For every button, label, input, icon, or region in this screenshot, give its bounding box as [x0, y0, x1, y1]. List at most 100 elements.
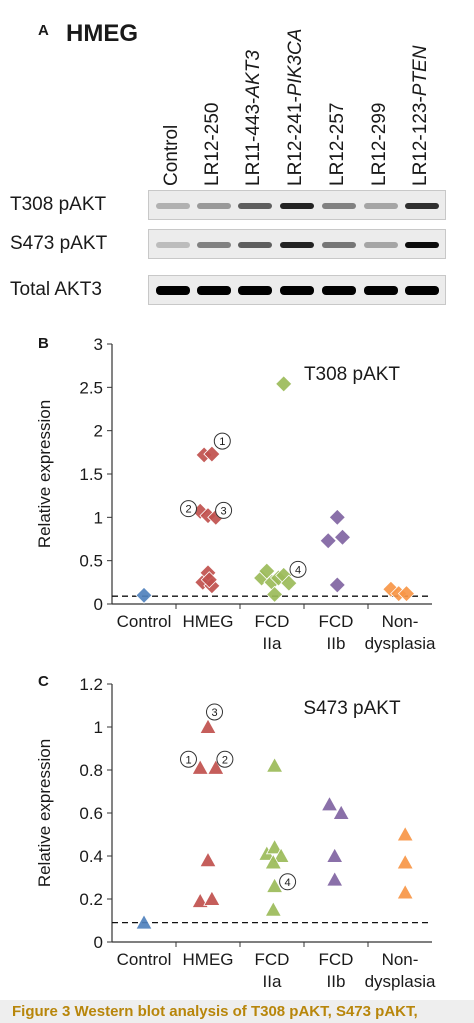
- data-point: [275, 375, 293, 393]
- lane-label: LR12-241-PIK3CA: [285, 29, 307, 186]
- y-tick-label: 1: [94, 508, 103, 527]
- x-category-label: HMEG: [183, 612, 234, 631]
- y-tick-label: 0.2: [79, 890, 103, 909]
- lane-label-text: LR12-257: [327, 102, 348, 186]
- annotation-circle: [206, 703, 223, 721]
- lane-label: LR12-257: [327, 103, 349, 186]
- lane-label-gene: AKT3: [243, 50, 264, 98]
- blot-band: [364, 203, 398, 209]
- x-category-label-line2: dysplasia: [365, 972, 436, 991]
- blot-band: [405, 242, 439, 248]
- panel-c-chart: C 0 0.2 0.4 0.6 0.8 1 1.2 Control HMEG FCD IIa FCD II…: [35, 673, 436, 991]
- blot-band: [280, 203, 314, 209]
- annotation-label: 1: [219, 436, 225, 448]
- data-point: [326, 870, 344, 887]
- lane-label: LR12-250: [202, 103, 224, 186]
- blot-band: [364, 242, 398, 248]
- panel-letter: B: [38, 335, 49, 352]
- blot-band: [197, 242, 231, 248]
- y-axis-label: Relative expression: [35, 739, 54, 887]
- annotation-circle: [279, 873, 297, 891]
- data-point: [199, 851, 217, 868]
- figure-caption: Figure 3 Western blot analysis of T308 p…: [0, 1000, 474, 1023]
- data-point: [266, 585, 284, 604]
- x-category-label: Non-: [382, 612, 419, 631]
- blot-band: [197, 203, 231, 209]
- lane-label: LR12-123-PTEN: [410, 46, 432, 186]
- blot-band: [364, 286, 398, 295]
- blot-band: [156, 203, 190, 209]
- x-category-label-line2: IIa: [263, 634, 282, 653]
- y-tick-label: 0: [94, 933, 103, 952]
- data-point: [200, 571, 218, 589]
- y-tick-label: 0: [94, 595, 103, 614]
- chart-title: T308 pAKT: [304, 364, 400, 385]
- data-point: [203, 890, 221, 906]
- x-category-label: Non-: [382, 950, 419, 969]
- x-category-label-line2: IIb: [327, 634, 346, 653]
- x-category-label: Control: [117, 612, 172, 631]
- data-point: [332, 804, 350, 820]
- x-category-label: HMEG: [183, 950, 234, 969]
- data-point: [191, 759, 209, 775]
- annotation-circle: [180, 750, 197, 768]
- blot-row-label: S473 pAKT: [10, 233, 108, 254]
- annotation-label: 3: [221, 505, 227, 517]
- annotation-label: 4: [285, 877, 291, 889]
- data-point: [135, 586, 153, 604]
- y-tick-label: 0.8: [79, 761, 103, 780]
- data-point: [135, 913, 153, 930]
- lane-label-text: LR12-241-: [285, 96, 306, 186]
- blot-title: HMEG: [66, 20, 138, 47]
- annotation-label: 4: [295, 564, 301, 576]
- x-category-label: FCD: [319, 950, 354, 969]
- data-point: [265, 756, 284, 773]
- data-point: [199, 718, 217, 734]
- blot-band: [322, 286, 356, 295]
- lane-label: LR11-443-AKT3: [243, 50, 265, 186]
- data-point: [191, 892, 209, 908]
- y-tick-label: 1.2: [79, 675, 103, 694]
- data-point: [328, 508, 346, 526]
- blot-band: [156, 286, 190, 295]
- y-tick-label: 3: [94, 335, 103, 354]
- data-point: [326, 847, 344, 863]
- blot-strip: [148, 229, 446, 259]
- blot-band: [280, 242, 314, 248]
- blot-strip: [148, 190, 446, 220]
- data-point: [272, 847, 290, 863]
- x-category-label: FCD: [255, 950, 290, 969]
- x-category-label-line2: dysplasia: [365, 634, 436, 653]
- x-category-label: FCD: [319, 612, 354, 631]
- panel-a-letter: A: [38, 22, 49, 39]
- lane-label-text: LR12-123-: [410, 96, 431, 186]
- y-tick-label: 1: [94, 718, 103, 737]
- blot-band: [197, 286, 231, 295]
- lane-label: LR12-299: [369, 103, 391, 186]
- data-point: [396, 883, 414, 900]
- blot-band: [280, 286, 314, 295]
- blot-strip: [148, 275, 446, 305]
- lane-label-text: LR12-250: [202, 102, 223, 186]
- blot-row-label: T308 pAKT: [10, 194, 107, 215]
- annotation-label: 1: [185, 754, 191, 766]
- data-point: [396, 853, 414, 870]
- data-point: [265, 838, 284, 855]
- blot-band: [238, 286, 272, 295]
- annotation-circle: [215, 501, 233, 519]
- blot-band: [238, 203, 272, 209]
- y-tick-label: 2.5: [79, 378, 103, 397]
- lane-label-text: Control: [161, 124, 182, 186]
- blot-band: [405, 286, 439, 295]
- data-point: [264, 900, 282, 917]
- x-category-label: Control: [117, 950, 172, 969]
- x-category-label: FCD: [255, 612, 290, 631]
- lane-label-text: LR11-443-: [243, 97, 264, 186]
- data-point: [319, 532, 337, 550]
- blot-band: [322, 242, 356, 248]
- annotation-circle: [213, 432, 231, 450]
- x-category-label-line2: IIa: [263, 972, 282, 991]
- blot-band: [322, 203, 356, 209]
- data-point: [280, 574, 298, 592]
- y-tick-label: 2: [94, 422, 103, 441]
